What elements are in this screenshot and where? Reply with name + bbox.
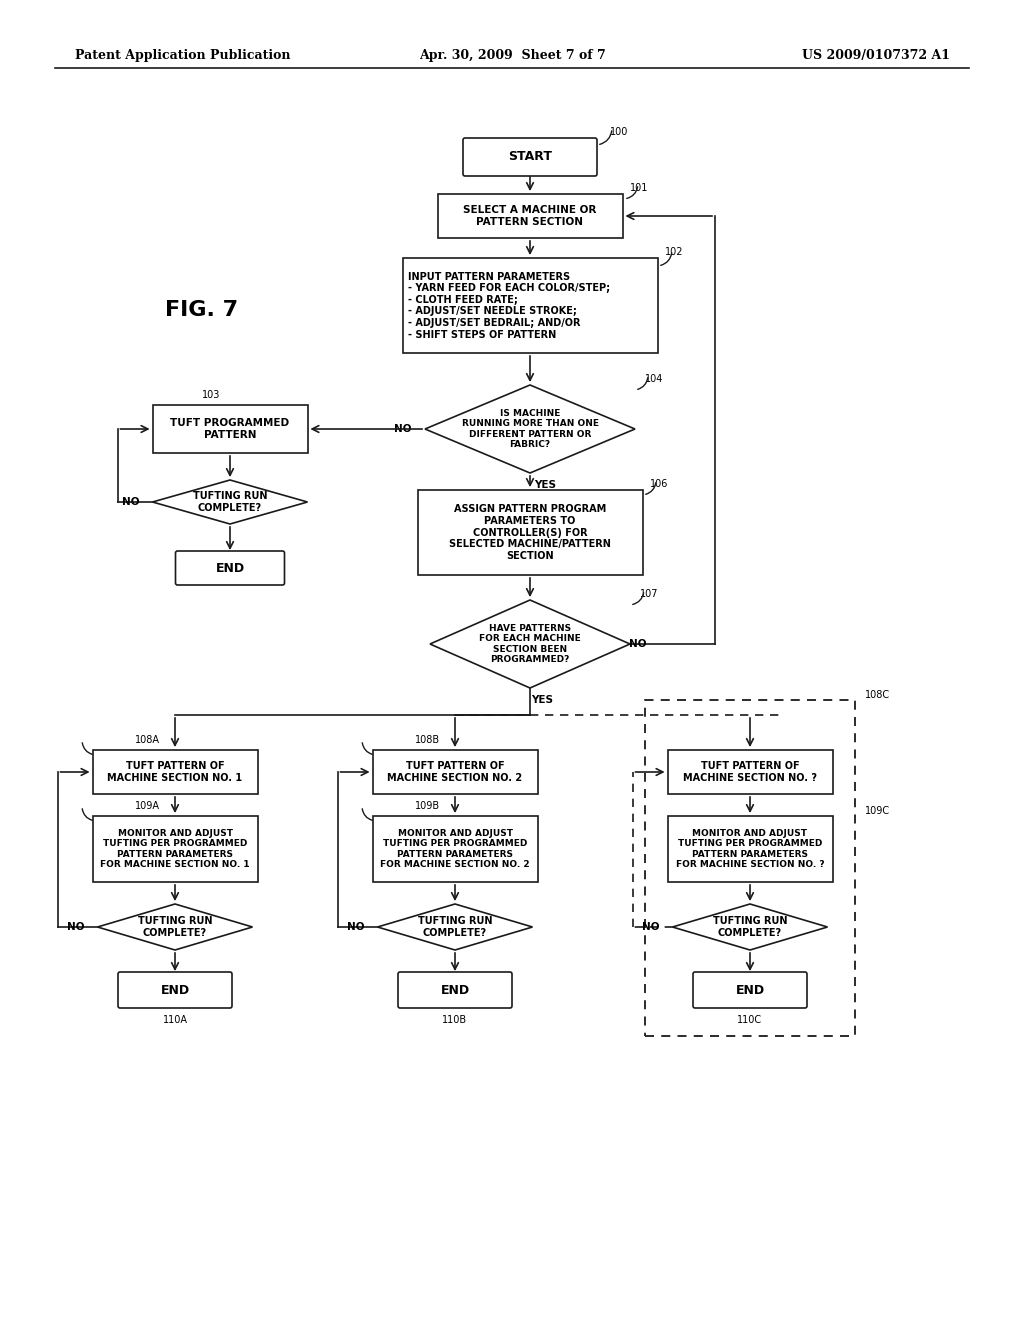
Text: YES: YES [531,696,553,705]
Text: INPUT PATTERN PARAMETERS
- YARN FEED FOR EACH COLOR/STEP;
- CLOTH FEED RATE;
- A: INPUT PATTERN PARAMETERS - YARN FEED FOR… [408,272,609,339]
Polygon shape [97,904,253,950]
Text: END: END [161,983,189,997]
Polygon shape [153,480,307,524]
Bar [645,700,855,1036]
Text: 108B: 108B [415,735,440,744]
Text: TUFTING RUN
COMPLETE?: TUFTING RUN COMPLETE? [193,491,267,512]
Text: MONITOR AND ADJUST
TUFTING PER PROGRAMMED
PATTERN PARAMETERS
FOR MACHINE SECTION: MONITOR AND ADJUST TUFTING PER PROGRAMME… [676,829,824,869]
Text: FIG. 7: FIG. 7 [165,300,239,319]
Text: ASSIGN PATTERN PROGRAM
PARAMETERS TO
CONTROLLER(S) FOR
SELECTED MACHINE/PATTERN
: ASSIGN PATTERN PROGRAM PARAMETERS TO CON… [450,504,611,561]
Text: START: START [508,150,552,164]
Bar [373,750,538,795]
Text: US 2009/0107372 A1: US 2009/0107372 A1 [802,49,950,62]
Text: HAVE PATTERNS
FOR EACH MACHINE
SECTION BEEN
PROGRAMMED?: HAVE PATTERNS FOR EACH MACHINE SECTION B… [479,624,581,664]
Text: 100: 100 [610,127,629,137]
Text: TUFT PATTERN OF
MACHINE SECTION NO. ?: TUFT PATTERN OF MACHINE SECTION NO. ? [683,762,817,783]
Text: 109C: 109C [865,807,890,816]
Text: 106: 106 [650,479,669,488]
Text: YES: YES [534,480,556,490]
Bar [92,816,257,882]
Text: MONITOR AND ADJUST
TUFTING PER PROGRAMMED
PATTERN PARAMETERS
FOR MACHINE SECTION: MONITOR AND ADJUST TUFTING PER PROGRAMME… [100,829,250,869]
Text: 103: 103 [202,389,220,400]
Bar [418,490,642,576]
Text: TUFT PROGRAMMED
PATTERN: TUFT PROGRAMMED PATTERN [170,418,290,440]
Text: NO: NO [347,921,365,932]
Text: TUFTING RUN
COMPLETE?: TUFTING RUN COMPLETE? [713,916,787,937]
FancyBboxPatch shape [175,550,285,585]
Text: 108C: 108C [865,690,890,700]
Text: MONITOR AND ADJUST
TUFTING PER PROGRAMMED
PATTERN PARAMETERS
FOR MACHINE SECTION: MONITOR AND ADJUST TUFTING PER PROGRAMME… [380,829,529,869]
Text: 102: 102 [665,247,683,257]
Text: END: END [440,983,470,997]
Text: NO: NO [630,639,647,649]
Text: SELECT A MACHINE OR
PATTERN SECTION: SELECT A MACHINE OR PATTERN SECTION [463,205,597,227]
Text: NO: NO [394,424,412,434]
Bar [437,194,623,238]
Text: TUFT PATTERN OF
MACHINE SECTION NO. 1: TUFT PATTERN OF MACHINE SECTION NO. 1 [108,762,243,783]
Text: END: END [735,983,765,997]
FancyBboxPatch shape [118,972,232,1008]
Bar [402,257,657,352]
Text: NO: NO [122,498,139,507]
FancyBboxPatch shape [398,972,512,1008]
Text: Apr. 30, 2009  Sheet 7 of 7: Apr. 30, 2009 Sheet 7 of 7 [419,49,605,62]
Text: IS MACHINE
RUNNING MORE THAN ONE
DIFFERENT PATTERN OR
FABRIC?: IS MACHINE RUNNING MORE THAN ONE DIFFERE… [462,409,598,449]
Text: 110B: 110B [442,1015,468,1026]
Text: 104: 104 [645,374,664,384]
Bar [153,405,307,453]
Text: NO: NO [67,921,84,932]
Text: TUFT PATTERN OF
MACHINE SECTION NO. 2: TUFT PATTERN OF MACHINE SECTION NO. 2 [387,762,522,783]
Polygon shape [430,601,630,688]
Polygon shape [425,385,635,473]
Text: 110C: 110C [737,1015,763,1026]
Text: NO: NO [642,921,659,932]
Text: TUFTING RUN
COMPLETE?: TUFTING RUN COMPLETE? [138,916,212,937]
FancyBboxPatch shape [463,139,597,176]
Polygon shape [378,904,532,950]
Text: 108A: 108A [135,735,160,744]
Text: 110A: 110A [163,1015,187,1026]
Text: END: END [215,561,245,574]
Bar [92,750,257,795]
Bar [373,816,538,882]
Text: 101: 101 [630,183,648,193]
Bar [668,816,833,882]
Bar [668,750,833,795]
Text: 109A: 109A [135,801,160,810]
FancyBboxPatch shape [693,972,807,1008]
Text: TUFTING RUN
COMPLETE?: TUFTING RUN COMPLETE? [418,916,493,937]
Polygon shape [673,904,827,950]
Text: 109B: 109B [415,801,440,810]
Text: 107: 107 [640,589,658,599]
Text: Patent Application Publication: Patent Application Publication [75,49,291,62]
